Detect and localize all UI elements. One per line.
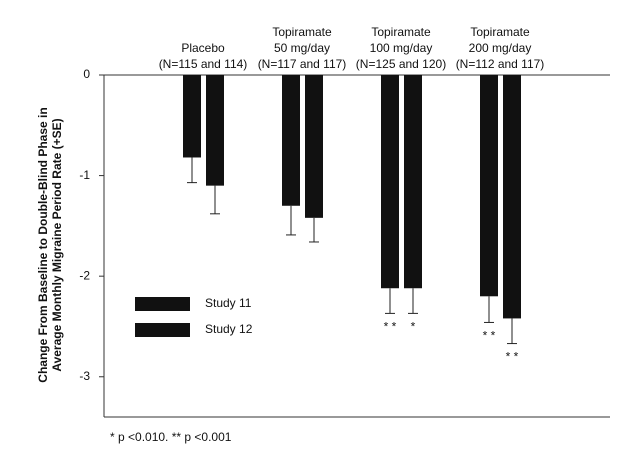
category-label: Placebo — [181, 41, 225, 55]
category-label: Topiramate — [470, 25, 530, 39]
y-label-line: Average Monthly Migraine Period Rate (+S… — [50, 118, 64, 371]
category-label: (N=125 and 120) — [356, 57, 446, 71]
y-tick-label: -3 — [79, 369, 90, 383]
bar — [381, 75, 399, 289]
significance: * * — [506, 350, 519, 364]
category-label: (N=117 and 117) — [258, 57, 347, 71]
y-label: Change From Baseline to Double-Blind Pha… — [36, 107, 64, 382]
category-label: Topiramate — [371, 25, 431, 39]
bar — [503, 75, 521, 319]
category-label: 50 mg/day — [274, 41, 330, 55]
legend-label: Study 12 — [205, 322, 253, 336]
significance: * — [411, 320, 416, 334]
bar — [282, 75, 300, 206]
legend-swatch — [135, 323, 190, 337]
legend-label: Study 11 — [205, 296, 252, 310]
y-tick-label: -1 — [79, 168, 90, 182]
y-label-line: Change From Baseline to Double-Blind Pha… — [36, 107, 50, 382]
y-tick-label: 0 — [83, 67, 90, 81]
bar — [183, 75, 201, 158]
category-label: (N=115 and 114) — [159, 57, 248, 71]
footnote: * p <0.010. ** p <0.001 — [110, 430, 232, 444]
bar — [480, 75, 498, 297]
category-label: 200 mg/day — [469, 41, 532, 55]
legend-swatch — [135, 297, 190, 311]
category-label: 100 mg/day — [370, 41, 433, 55]
category-label: (N=112 and 117) — [456, 57, 545, 71]
bar — [305, 75, 323, 218]
y-tick-label: -2 — [79, 268, 90, 282]
significance: * * — [483, 329, 496, 343]
significance: * * — [384, 320, 397, 334]
bar — [404, 75, 422, 289]
bar — [206, 75, 224, 186]
category-label: Topiramate — [272, 25, 332, 39]
